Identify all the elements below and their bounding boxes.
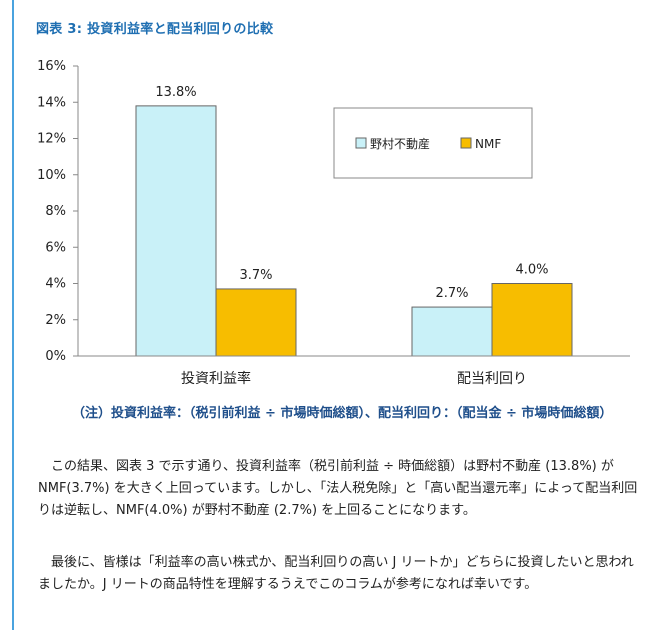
- y-tick-label: 8%: [45, 204, 66, 219]
- bar: [135, 105, 217, 357]
- bar: [491, 283, 573, 357]
- legend-box: [333, 107, 533, 179]
- y-tick-label: 2%: [45, 313, 66, 328]
- data-label: 13.8%: [155, 85, 196, 100]
- legend-swatch: [355, 137, 367, 149]
- legend-label: 野村不動産: [370, 136, 430, 151]
- x-tick-label: 配当利回り: [457, 371, 527, 387]
- y-tick-label: 6%: [45, 240, 66, 255]
- legend-label: NMF: [475, 137, 501, 151]
- y-tick-label: 12%: [37, 132, 66, 147]
- y-tick-label: 0%: [45, 349, 66, 364]
- bar: [411, 306, 493, 357]
- y-tick-label: 14%: [37, 95, 66, 110]
- content-frame: [12, 0, 670, 630]
- data-label: 2.7%: [435, 286, 468, 301]
- bar: [215, 288, 297, 357]
- legend-swatch: [460, 137, 472, 149]
- y-tick-label: 10%: [37, 168, 66, 183]
- x-tick-label: 投資利益率: [181, 370, 251, 387]
- data-label: 3.7%: [239, 268, 272, 283]
- figure-title: 図表 3: 投資利益率と配当利回りの比較: [36, 22, 274, 37]
- y-tick-label: 4%: [45, 277, 66, 292]
- y-tick-label: 16%: [37, 59, 66, 74]
- data-label: 4.0%: [515, 263, 548, 278]
- paragraph-result: この結果、図表 3 で示す通り、投資利益率（税引前利益 ÷ 時価総額）は野村不動…: [38, 459, 638, 518]
- chart-note: （注）投資利益率：（税引前利益 ÷ 市場時価総額）、配当利回り：（配当金 ÷ 市…: [72, 406, 613, 421]
- paragraph-closing: 最後に、皆様は「利益率の高い株式か、配当利回りの高い J リートか」どちらに投資…: [38, 555, 634, 592]
- bar-chart: 0% 2% 4% 6% 8% 10% 12% 14% 16% 13.8% 3.7% 投資利益率 2.7%…: [37, 59, 630, 387]
